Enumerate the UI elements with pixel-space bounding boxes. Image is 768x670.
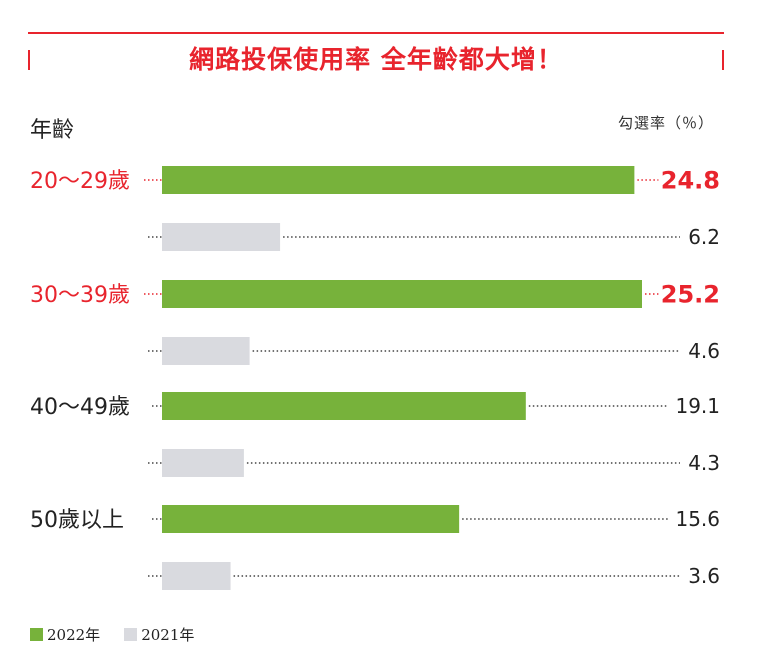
title-left-tick: [28, 50, 30, 70]
bar-2021-1: [162, 337, 250, 365]
bar-2021-2: [162, 449, 244, 477]
value-label: 15.6: [675, 507, 720, 531]
title-right-tick: [722, 50, 724, 70]
title-bar: 網路投保使用率 全年齡都大增！: [28, 32, 724, 80]
category-label: 40～49歲: [30, 395, 130, 420]
legend: 2022年 2021年: [30, 624, 218, 645]
bar-2022-1: [162, 280, 642, 308]
category-label: 20～29歲: [30, 169, 130, 194]
chart-title: 網路投保使用率 全年齡都大增！: [189, 45, 563, 74]
value-label: 19.1: [675, 394, 720, 418]
bar-2022-3: [162, 505, 460, 533]
value-label: 4.3: [688, 451, 720, 475]
title-rule: [28, 32, 724, 34]
category-label: 50歲以上: [30, 508, 124, 533]
value-label: 24.8: [661, 167, 720, 195]
value-axis-header: 勾選率（％）: [617, 114, 714, 132]
value-label: 3.6: [688, 564, 720, 588]
legend-label-2021: 2021年: [141, 626, 195, 644]
bar-2021-3: [162, 562, 231, 590]
bar-2021-0: [162, 223, 281, 251]
legend-item-2021: 2021年: [124, 624, 194, 645]
bar-2022-2: [162, 392, 526, 420]
value-label: 4.6: [688, 339, 720, 363]
bar-2022-0: [162, 166, 635, 194]
legend-swatch-2021: [124, 628, 138, 641]
legend-label-2022: 2022年: [47, 626, 101, 644]
value-label: 6.2: [688, 225, 720, 249]
category-axis-header: 年齡: [30, 118, 75, 143]
legend-swatch-2022: [30, 628, 43, 641]
legend-item-2022: 2022年: [30, 624, 100, 645]
value-label: 25.2: [661, 281, 720, 309]
category-label: 30～39歲: [30, 283, 130, 308]
